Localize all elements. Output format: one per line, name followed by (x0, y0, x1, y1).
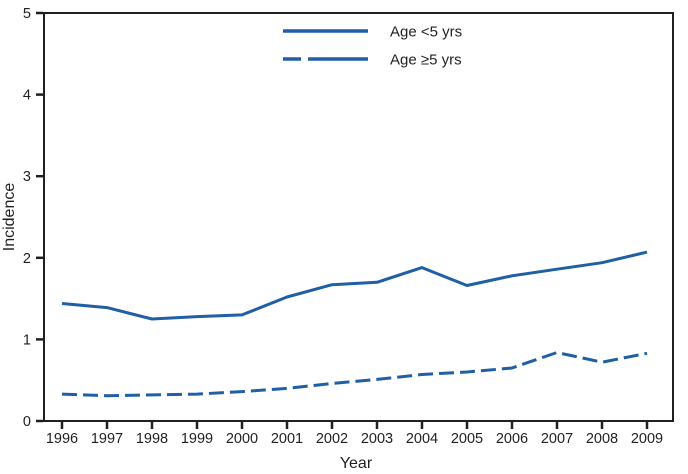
y-tick-label: 3 (23, 169, 31, 185)
y-axis-title: Incidence (1, 183, 18, 252)
x-tick-label: 2002 (316, 431, 348, 447)
y-tick-label: 5 (23, 6, 31, 22)
x-tick-label: 1998 (136, 431, 168, 447)
legend-label-age-under-5: Age <5 yrs (390, 24, 462, 41)
x-axis-title: Year (340, 455, 373, 472)
x-tick-label: 1996 (46, 431, 78, 447)
x-tick-label: 2007 (541, 431, 573, 447)
x-tick-label: 2009 (631, 431, 663, 447)
x-tick-label: 2006 (496, 431, 528, 447)
series-line-age-5-and-over (61, 351, 648, 398)
series-line-age-under-5 (61, 250, 648, 321)
y-tick-label: 2 (23, 251, 31, 267)
x-tick-label: 2000 (226, 431, 258, 447)
x-tick-label: 2001 (271, 431, 303, 447)
x-tick-label: 1997 (91, 431, 123, 447)
y-tick-label: 0 (23, 414, 31, 430)
x-tick-label: 1999 (181, 431, 213, 447)
y-tick-label: 4 (23, 88, 31, 104)
x-tick-label: 2004 (406, 431, 438, 447)
x-tick-label: 2008 (586, 431, 618, 447)
legend-label-age-5-and-over: Age ≥5 yrs (390, 52, 462, 69)
x-tick-label: 2005 (451, 431, 483, 447)
plot-frame (43, 12, 674, 422)
y-tick-label: 1 (23, 332, 31, 348)
x-tick-label: 2003 (361, 431, 393, 447)
